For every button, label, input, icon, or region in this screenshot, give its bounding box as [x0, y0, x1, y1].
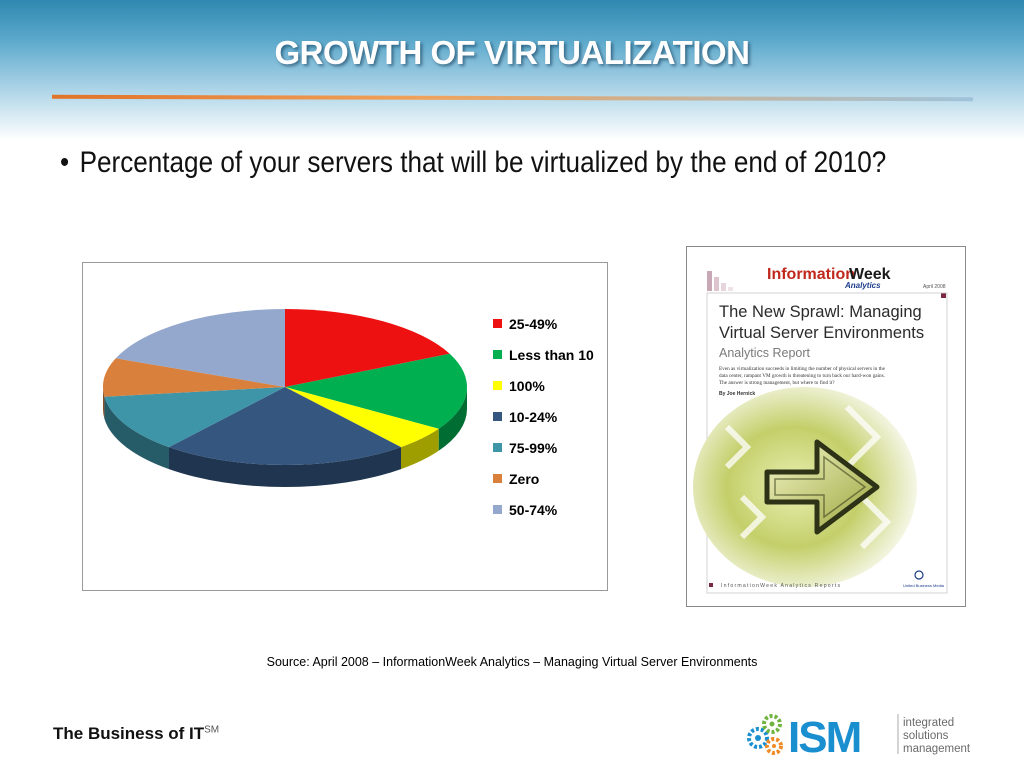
- legend-label: 25-49%: [509, 316, 558, 332]
- legend-label: 75-99%: [509, 440, 558, 456]
- cover-abstract-line1: Even as virtualization succeeds in limit…: [719, 365, 886, 372]
- cover-corner-mark: [941, 293, 946, 298]
- logo-tagline-1: integrated: [903, 717, 954, 729]
- cover-subtitle: Analytics Report: [719, 346, 811, 360]
- pie-chart: 25-49% Less than 10 100% 10-24% 75-99% Zero 50…: [82, 262, 608, 591]
- pie-slice-side: [168, 447, 402, 487]
- footer-tagline-text: The Business of IT: [53, 724, 205, 743]
- legend-label: Zero: [509, 471, 539, 487]
- legend-swatch: [493, 505, 502, 514]
- cover-abstract-line2: data center, rampant VM growth is threat…: [719, 373, 885, 379]
- cover-footer-publisher: United Business Media: [903, 583, 945, 588]
- legend-swatch: [493, 381, 502, 390]
- pie-slice: [104, 387, 285, 448]
- pie-slice: [285, 353, 468, 429]
- cover-date: April 2008: [923, 284, 946, 290]
- gears-icon: [747, 714, 783, 755]
- ism-logo-name: ISM: [788, 713, 860, 762]
- legend-swatch: [493, 350, 502, 359]
- service-mark: SM: [204, 724, 220, 736]
- cover-footer-mark: [709, 583, 713, 587]
- cover-arrow-graphic: [693, 387, 917, 587]
- pie-slice: [115, 309, 286, 387]
- pie-slice-side: [103, 387, 105, 419]
- legend-label: 50-74%: [509, 502, 558, 518]
- source-citation: Source: April 2008 – InformationWeek Ana…: [266, 655, 758, 669]
- pie-slice: [168, 387, 402, 465]
- cover-brand-sub: Analytics: [844, 281, 881, 290]
- cover-brand-week: Week: [849, 266, 891, 283]
- report-cover-image: Information Week Analytics April 2008 Th…: [686, 246, 966, 607]
- cover-author: By Joe Hernick: [719, 391, 755, 397]
- pie-slice: [285, 309, 450, 387]
- legend-swatch: [493, 319, 502, 328]
- pie-slice-side: [104, 396, 169, 470]
- pie-slice: [103, 358, 285, 397]
- cover-brand-info: Information: [767, 266, 855, 283]
- slide-title: GROWTH OF VIRTUALIZATION: [274, 34, 751, 71]
- header-band: [0, 0, 1024, 140]
- bullet-point: • Percentage of your servers that will be…: [60, 146, 886, 180]
- cover-abstract-line3: The answer is strong management, but whe…: [719, 379, 835, 386]
- legend-label: Less than 10: [509, 347, 594, 363]
- pie-slice-side: [438, 387, 467, 451]
- report-cover-svg: Information Week Analytics April 2008 Th…: [693, 266, 948, 594]
- legend-swatch: [493, 443, 502, 452]
- cover-footer-series: InformationWeek Analytics Reports: [721, 583, 841, 589]
- cover-title-line1: The New Sprawl: Managing: [719, 303, 922, 321]
- footer-tagline: The Business of ITSM: [53, 724, 219, 744]
- bullet-text: Percentage of your servers that will be …: [79, 146, 887, 179]
- cover-bars-icon: [707, 271, 733, 291]
- ism-logo: ISM integrated solutions management: [742, 706, 982, 767]
- legend-label: 10-24%: [509, 409, 558, 425]
- pie-slice: [285, 387, 439, 448]
- logo-tagline-3: management: [903, 743, 971, 755]
- pie-chart-svg: 25-49% Less than 10 100% 10-24% 75-99% Zero 50…: [103, 309, 594, 518]
- ism-logo-svg: ISM integrated solutions management: [747, 713, 971, 762]
- logo-tagline-2: solutions: [903, 730, 949, 742]
- legend-label: 100%: [509, 378, 545, 394]
- publisher-logo-icon: [914, 570, 924, 580]
- legend-swatch: [493, 474, 502, 483]
- legend-swatch: [493, 412, 502, 421]
- cover-title-line2: Virtual Server Environments: [719, 324, 924, 342]
- pie-slice-side: [401, 428, 439, 470]
- bullet-icon: •: [60, 146, 70, 179]
